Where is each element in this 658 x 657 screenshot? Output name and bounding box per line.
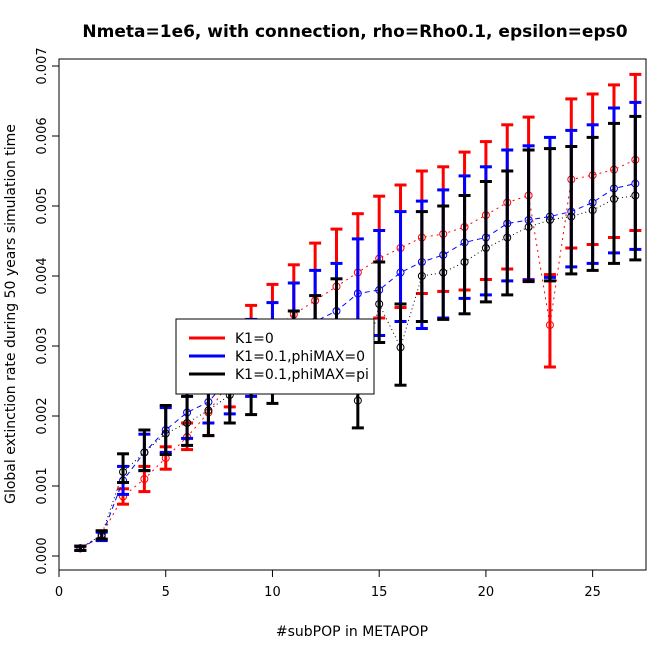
y-axis-label: Global extinction rate during 50 years s…	[3, 124, 19, 504]
series-line	[80, 195, 636, 549]
x-tick-label: 0	[55, 585, 63, 600]
legend-label: K1=0.1,phiMAX=pi	[235, 367, 369, 383]
data-point	[503, 233, 512, 242]
plot-frame	[58, 58, 647, 571]
data-point	[460, 258, 469, 266]
data-point	[204, 406, 213, 415]
data-point	[375, 300, 384, 308]
y-tick-label: 0.003	[35, 327, 50, 364]
plot-area	[74, 72, 642, 553]
x-tick-label: 15	[371, 585, 388, 600]
data-point	[609, 195, 618, 203]
data-point	[567, 212, 576, 221]
y-tick-label: 0.005	[35, 187, 50, 224]
series-2	[74, 114, 642, 553]
legend: K1=0 K1=0.1,phiMAX=0 K1=0.1,phiMAX=pi	[175, 318, 375, 395]
data-point	[353, 396, 362, 405]
data-point	[140, 475, 149, 483]
x-tick-label: 25	[584, 585, 601, 600]
data-point	[183, 419, 192, 427]
x-tick-label: 5	[162, 585, 170, 600]
data-point	[161, 429, 170, 438]
x-tick-label: 10	[264, 585, 281, 600]
legend-label: K1=0.1,phiMAX=0	[235, 349, 365, 365]
y-tick-label: 0.004	[35, 257, 50, 294]
legend-label: K1=0	[235, 331, 274, 347]
x-tick-label: 20	[478, 585, 495, 600]
data-point	[545, 321, 554, 329]
data-point	[481, 244, 490, 252]
data-point	[76, 544, 85, 553]
data-point	[631, 191, 640, 200]
data-point	[353, 289, 362, 298]
y-tick-label: 0.001	[35, 467, 50, 504]
data-point	[396, 268, 405, 277]
x-axis: 0 5 10 15 20 25	[55, 569, 601, 600]
x-axis-label: #subPOP in METAPOP	[276, 624, 428, 640]
y-tick-label: 0.006	[35, 117, 50, 154]
y-tick-label: 0.007	[35, 47, 50, 84]
data-point	[439, 268, 448, 277]
data-point	[396, 343, 405, 352]
y-tick-label: 0.000	[35, 537, 50, 574]
data-point	[545, 216, 554, 224]
data-point	[524, 223, 533, 231]
y-axis: 0.000 0.001 0.002 0.003 0.004 0.005 0.006 0.007	[35, 47, 60, 575]
data-point	[140, 448, 149, 457]
data-point	[97, 531, 106, 539]
data-point	[417, 272, 426, 280]
data-point	[588, 206, 597, 215]
data-point	[119, 468, 128, 476]
y-tick-label: 0.002	[35, 397, 50, 434]
chart-title: Nmeta=1e6, with connection, rho=Rho0.1, …	[82, 22, 627, 42]
